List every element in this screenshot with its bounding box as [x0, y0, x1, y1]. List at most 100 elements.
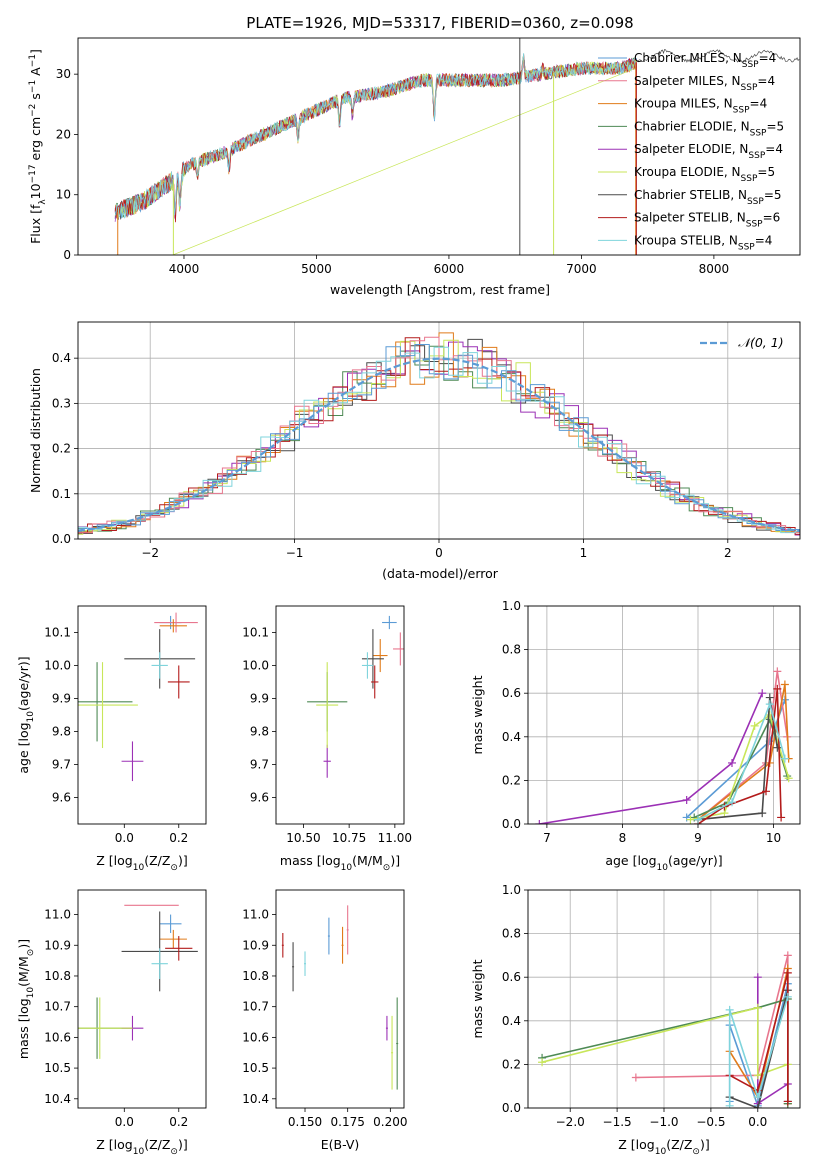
y-tick-label: 0.6	[502, 970, 521, 984]
spectrum-series-line	[114, 52, 637, 219]
x-tick-label: 0.2	[169, 1115, 188, 1129]
y-tick-label: 0.4	[502, 730, 521, 744]
spectrum-series-line	[114, 54, 637, 223]
mass-vs-ebv-plot-area	[281, 905, 399, 1090]
weight-marker	[694, 815, 702, 824]
weight-marker	[762, 787, 770, 796]
weight-marker	[758, 809, 767, 818]
x-tick-label: 0.0	[115, 831, 134, 845]
mass-vs-Z-plot-area	[78, 904, 198, 1059]
weight-vs-Z-plot-area	[538, 951, 792, 1108]
spectrum-series-line	[114, 55, 637, 218]
x-tick-label: 10.50	[286, 831, 320, 845]
y-tick-label: 1.0	[502, 883, 521, 897]
y-tick-label: 9.7	[250, 758, 269, 772]
x-tick-label: 6000	[434, 262, 465, 276]
x-tick-label: −1	[286, 546, 304, 560]
weight-vs-age-ylabel: mass weight	[470, 675, 485, 754]
weight-marker	[784, 774, 793, 783]
y-tick-label: 10.8	[44, 969, 71, 983]
mass-vs-Z-xlabel: Z [log10(Z/Z⊙)]	[96, 1137, 187, 1157]
weight-marker	[753, 1093, 762, 1102]
weight-marker	[753, 1003, 762, 1012]
legend-label: Chabrier MILES, NSSP=4	[634, 51, 776, 70]
age-vs-mass-axes: 10.50 10.75 11.00 9.6 9.7 9.8 9.9 10.0 10.1	[242, 625, 412, 845]
y-tick-label: 10.5	[242, 1061, 269, 1075]
weight-marker	[777, 813, 786, 822]
legend-label: Kroupa MILES, NSSP=4	[634, 97, 767, 116]
y-tick-label: 10.6	[242, 1030, 269, 1044]
x-tick-label: 5000	[301, 262, 332, 276]
legend-label: 𝒩(0, 1)	[738, 335, 784, 350]
x-tick-label: −2	[141, 546, 159, 560]
weight-marker	[686, 815, 695, 824]
x-tick-label: 0.0	[115, 1115, 134, 1129]
y-tick-label: 11.0	[44, 908, 71, 922]
y-tick-label: 10.9	[242, 938, 269, 952]
spectrum-series-line	[115, 56, 637, 255]
y-tick-label: 0.6	[502, 686, 521, 700]
x-tick-label: 0.200	[373, 1115, 407, 1129]
weight-vs-Z-xlabel: Z [log10(Z/Z⊙)]	[618, 1137, 709, 1157]
legend-label: Salpeter ELODIE, NSSP=4	[634, 142, 783, 161]
legend-label: Salpeter MILES, NSSP=4	[634, 74, 775, 93]
weight-marker	[750, 721, 759, 730]
weight-marker	[780, 754, 789, 763]
y-tick-label: 10.9	[44, 938, 71, 952]
spectrum-ylabel: Flux [fλ10−17 erg cm−2 s−1 A−1]	[28, 49, 48, 244]
y-tick-label: 9.7	[52, 758, 71, 772]
spectrum-series-line	[636, 49, 800, 63]
x-tick-label: 0.175	[331, 1115, 365, 1129]
y-tick-label: 0.4	[502, 1014, 521, 1028]
residuals-ylabel: Normed distribution	[28, 368, 43, 493]
y-tick-label: 10.8	[242, 969, 269, 983]
y-tick-label: 10.7	[242, 1000, 269, 1014]
spectrum-plot-area	[114, 38, 800, 255]
spectrum-frame	[77, 37, 801, 256]
age-vs-mass-plot-area	[307, 615, 404, 778]
weight-marker	[765, 700, 774, 709]
legend-label: Salpeter STELIB, NSSP=6	[634, 211, 780, 230]
weight-marker	[631, 1073, 640, 1082]
age-vs-Z-axes: 0.0 0.2 9.6 9.7 9.8 9.9 10.0 10.1	[44, 625, 188, 845]
weight-marker	[538, 1058, 547, 1067]
y-tick-label: 20	[56, 127, 71, 141]
mass-vs-Z-ylabel: mass [log10(M/M⊙)]	[16, 939, 36, 1059]
y-tick-label: 0.8	[502, 643, 521, 657]
y-tick-label: 1.0	[502, 599, 521, 613]
weight-marker	[535, 820, 544, 824]
y-tick-label: 9.9	[52, 691, 71, 705]
x-tick-label: 8000	[699, 262, 730, 276]
spectrum-legend	[598, 57, 627, 241]
spectrum-xlabel: wavelength [Angstrom, rest frame]	[330, 282, 550, 297]
y-tick-label: 0.4	[52, 351, 71, 365]
legend-label: Kroupa STELIB, NSSP=4	[634, 233, 772, 252]
weight-series-line	[697, 701, 786, 821]
age-vs-Z-plot-area	[78, 612, 198, 782]
weight-series-line	[541, 1006, 789, 1077]
residuals-frame	[77, 321, 801, 540]
weight-marker	[773, 667, 782, 676]
normal-reference-curve	[78, 357, 800, 533]
y-tick-label: 0.1	[52, 487, 71, 501]
mass-vs-Z-frame	[77, 889, 207, 1109]
residuals-xlabel: (data-model)/error	[382, 566, 499, 581]
spectrum-series-line	[114, 60, 637, 222]
weight-vs-age-plot-area	[535, 667, 793, 824]
y-tick-label: 9.6	[52, 791, 71, 805]
spectrum-series-line	[114, 57, 637, 219]
x-tick-label: 0.150	[288, 1115, 322, 1129]
weight-vs-Z-ylabel: mass weight	[470, 959, 485, 1038]
y-tick-label: 10.0	[44, 658, 71, 672]
weight-marker	[758, 689, 767, 698]
weight-marker	[728, 798, 736, 807]
x-tick-label: 9	[694, 831, 702, 845]
y-tick-label: 0.2	[52, 442, 71, 456]
residuals-plot-area	[78, 332, 800, 537]
y-tick-label: 0	[63, 248, 71, 262]
age-vs-Z-ylabel: age [log10(age/yr)]	[16, 656, 36, 773]
x-tick-label: −0.5	[696, 1115, 725, 1129]
spectrum-axes: 4000 5000 6000 7000 8000 0 10 20 30	[56, 67, 729, 276]
residuals-axes: −2 −1 0 1 2 0.0 0.1 0.2 0.3 0.4	[52, 322, 800, 560]
y-tick-label: 0.2	[502, 1057, 521, 1071]
